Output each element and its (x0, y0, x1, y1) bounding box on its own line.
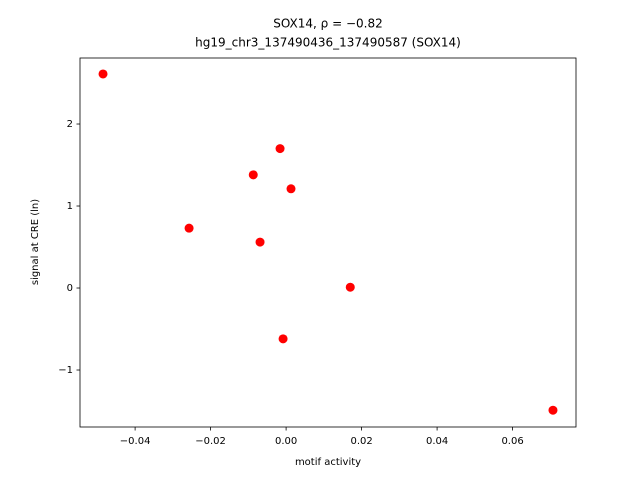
x-tick-label: 0.06 (501, 436, 523, 447)
y-tick-label: 2 (67, 119, 73, 130)
point (548, 405, 558, 415)
x-tick-label: −0.02 (195, 436, 226, 447)
point (286, 184, 296, 194)
x-tick-label: 0.00 (275, 436, 297, 447)
point (345, 282, 355, 292)
chart-subtitle: hg19_chr3_137490436_137490587 (SOX14) (195, 36, 461, 50)
point (278, 334, 288, 344)
point (98, 69, 108, 79)
x-tick-label: 0.02 (350, 436, 372, 447)
plot-frame (79, 57, 577, 428)
y-tick-label: −1 (58, 365, 73, 376)
y-tick-label: 0 (67, 283, 73, 294)
point (248, 170, 258, 180)
point (255, 237, 265, 247)
x-axis-label: motif activity (295, 457, 361, 468)
point (184, 223, 194, 233)
x-tick-label: −0.04 (120, 436, 151, 447)
point (275, 144, 285, 154)
x-tick-label: 0.04 (426, 436, 448, 447)
chart-title: SOX14, ρ = −0.82 (273, 17, 383, 31)
y-axis-label: signal at CRE (ln) (30, 199, 41, 285)
y-tick-label: 1 (67, 201, 73, 212)
